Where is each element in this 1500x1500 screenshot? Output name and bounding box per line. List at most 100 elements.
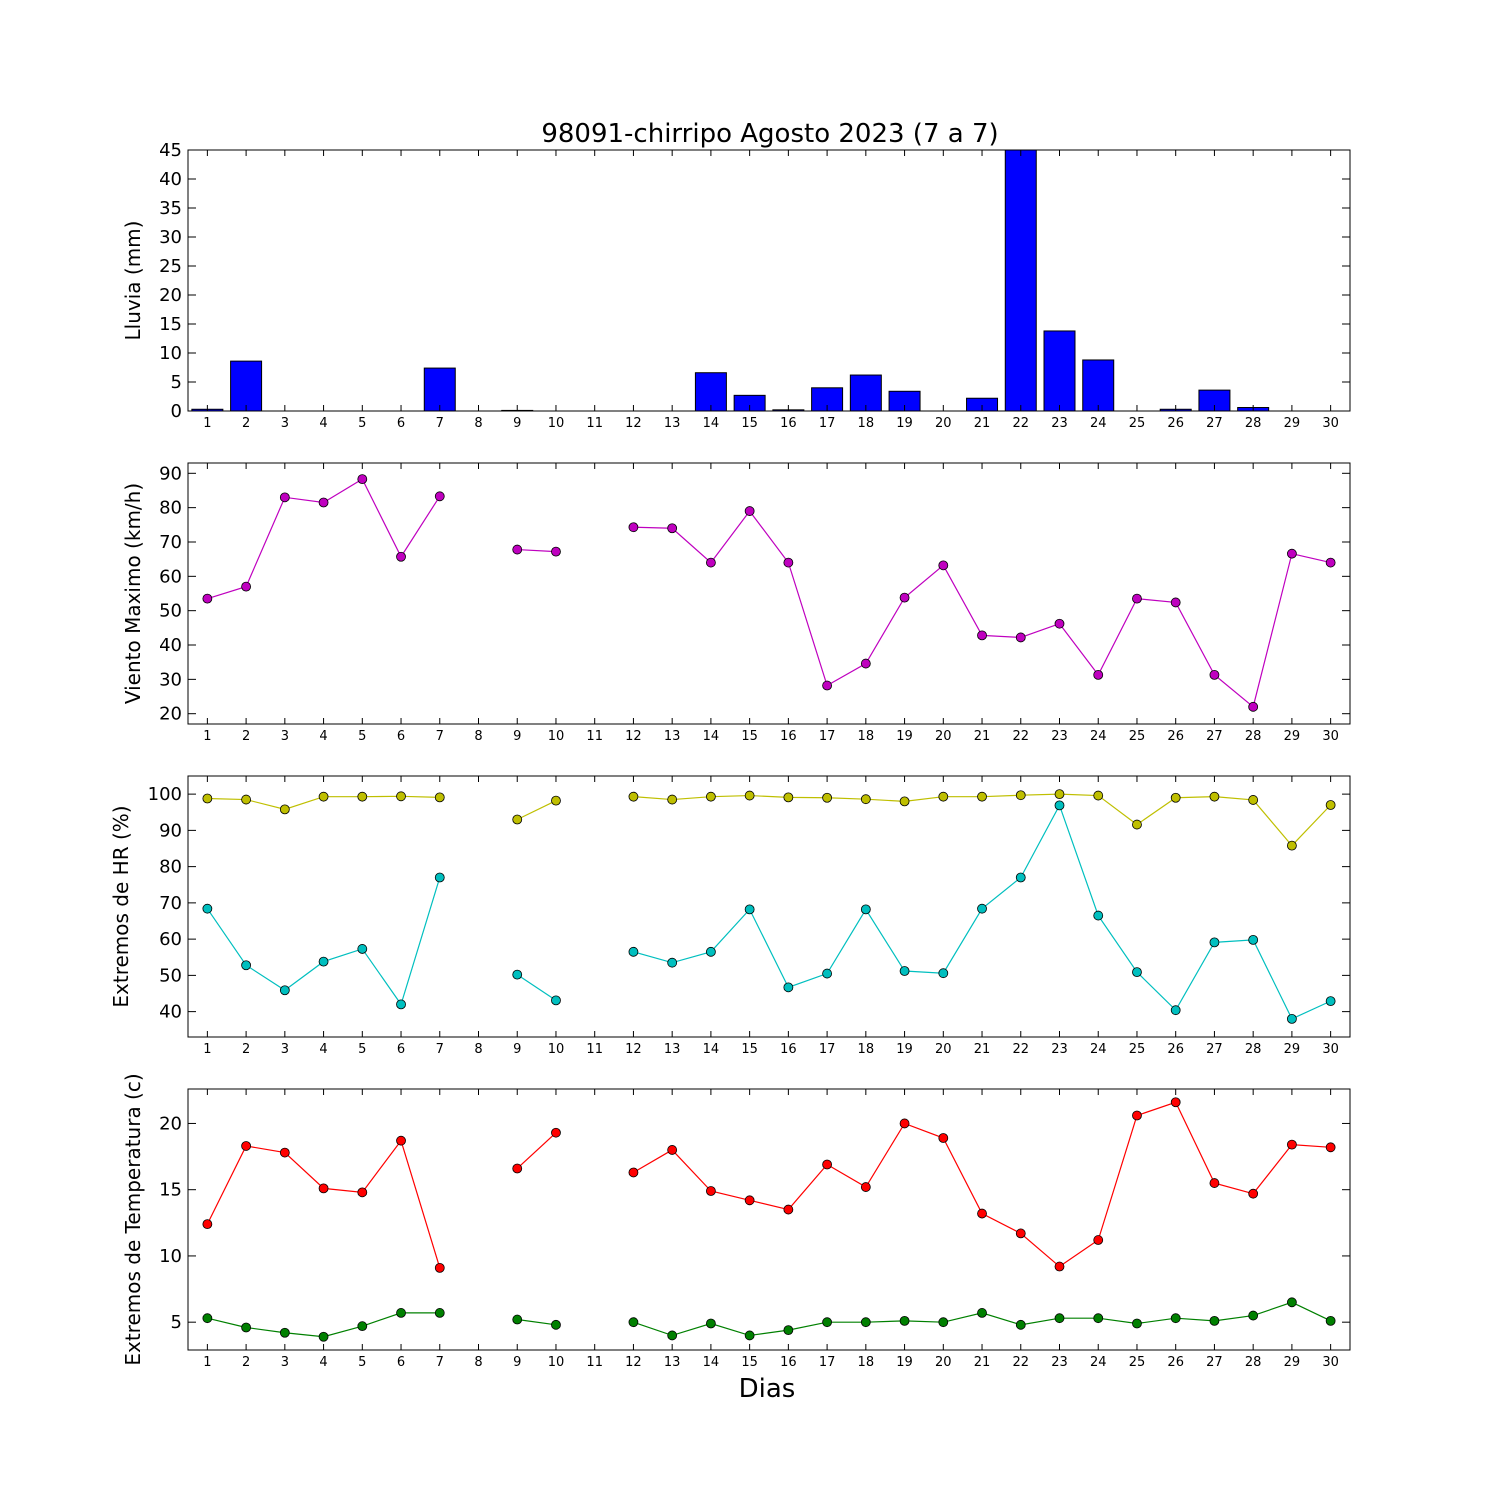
humedad-point-1-29 (1287, 1013, 1297, 1024)
humedad-point-1-19 (899, 966, 910, 976)
humedad-xtick-label-17: 17 (819, 1042, 836, 1057)
humedad-xtick-label-24: 24 (1090, 1042, 1107, 1057)
viento-point-0-23 (1054, 618, 1065, 629)
temperatura-point-0-5 (357, 1187, 368, 1198)
humedad-ytick-label-80: 80 (159, 857, 182, 878)
humedad-xtick-label-29: 29 (1284, 1042, 1301, 1057)
viento-xtick-label-22: 22 (1012, 729, 1029, 744)
temperatura-point-1-4 (318, 1331, 329, 1342)
temperatura-point-1-16 (783, 1325, 794, 1336)
temperatura-point-0-14 (706, 1186, 716, 1196)
humedad-point-1-21 (977, 903, 987, 914)
lluvia-bar-22 (1004, 149, 1037, 412)
humedad-xtick-label-10: 10 (548, 1042, 565, 1057)
temperatura-point-0-19 (899, 1118, 910, 1129)
humedad-point-0-21 (977, 791, 987, 802)
viento-point-0-30 (1325, 557, 1336, 568)
viento-xtick-label-2: 2 (242, 729, 250, 744)
viento-ytick-label-20: 20 (159, 704, 182, 725)
temperatura-line-0-1 (516, 1132, 557, 1169)
lluvia-xtick-label-4: 4 (319, 416, 327, 431)
viento-ytick-label-40: 40 (159, 635, 182, 656)
humedad-xtick-label-18: 18 (858, 1042, 875, 1057)
temperatura-panel: 1 2 3 4 5 6 7 8 9 10 11 12 13 14 15 16 17 18 19 20 21 22 23 24 2… (121, 1073, 1351, 1404)
lluvia-ytick-label-5: 5 (171, 372, 182, 393)
lluvia-bar-7 (423, 367, 456, 412)
viento-point-0-29 (1287, 548, 1297, 559)
humedad-point-0-7 (434, 792, 445, 803)
temperatura-point-1-12 (628, 1317, 639, 1328)
lluvia-xtick-label-25: 25 (1129, 416, 1146, 431)
lluvia-bar-2 (230, 360, 263, 412)
viento-xtick-label-29: 29 (1284, 729, 1301, 744)
viento-ytick-label-50: 50 (159, 601, 182, 622)
temperatura-point-1-3 (279, 1327, 290, 1338)
viento-line-0-0 (207, 478, 441, 600)
humedad-point-1-28 (1248, 934, 1259, 945)
humedad-point-0-20 (938, 791, 949, 802)
temperatura-xtick-label-27: 27 (1206, 1355, 1223, 1370)
viento-xtick-label-30: 30 (1322, 729, 1339, 744)
viento-point-0-16 (783, 557, 794, 568)
humedad-point-1-3 (279, 985, 290, 996)
viento-point-0-1 (202, 593, 213, 604)
humedad-point-0-24 (1093, 790, 1104, 801)
temperatura-line-0-0 (206, 1139, 441, 1269)
humedad-line-1-0 (206, 877, 441, 1006)
lluvia-xtick-label-2: 2 (242, 416, 250, 431)
lluvia-xtick-label-6: 6 (397, 416, 405, 431)
lluvia-xtick-label-1: 1 (203, 416, 211, 431)
humedad-ytick-label-70: 70 (159, 893, 182, 914)
temperatura-xtick-label-18: 18 (858, 1355, 875, 1370)
humedad-point-0-9 (512, 814, 523, 825)
chart-title: 98091-chirripo Agosto 2023 (7 a 7) (541, 119, 998, 149)
temperatura-ytick-label-5: 5 (171, 1312, 182, 1333)
viento-xtick-label-21: 21 (974, 729, 991, 744)
viento-xtick-label-15: 15 (741, 729, 758, 744)
temperatura-point-1-29 (1287, 1297, 1297, 1308)
viento-point-0-26 (1170, 597, 1181, 608)
lluvia-ytick-label-20: 20 (159, 285, 182, 306)
viento-point-0-3 (279, 492, 290, 503)
humedad-point-1-15 (744, 904, 755, 915)
humedad-xtick-label-8: 8 (474, 1042, 482, 1057)
lluvia-ytick-label-0: 0 (171, 401, 182, 422)
humedad-point-1-22 (1015, 872, 1026, 883)
lluvia-xtick-label-5: 5 (358, 416, 366, 431)
temperatura-frame (187, 1088, 1351, 1351)
humedad-point-0-12 (628, 791, 639, 802)
viento-xtick-label-14: 14 (703, 729, 720, 744)
temperatura-xtick-label-21: 21 (974, 1355, 991, 1370)
humedad-point-0-30 (1325, 800, 1336, 810)
viento-ytick-label-60: 60 (159, 566, 182, 587)
lluvia-ytick-label-40: 40 (159, 169, 182, 190)
humedad-point-0-22 (1015, 790, 1026, 801)
viento-point-0-27 (1209, 669, 1220, 680)
humedad-xtick-label-27: 27 (1206, 1042, 1223, 1057)
temperatura-point-1-10 (551, 1319, 561, 1330)
humedad-point-0-26 (1170, 792, 1181, 803)
temperatura-xtick-label-12: 12 (625, 1355, 642, 1370)
temperatura-xtick-label-25: 25 (1129, 1355, 1146, 1370)
humedad-xtick-label-30: 30 (1322, 1042, 1339, 1057)
humedad-xtick-label-13: 13 (664, 1042, 681, 1057)
temperatura-point-1-13 (667, 1330, 678, 1341)
humedad-xtick-label-19: 19 (896, 1042, 913, 1057)
humedad-point-1-20 (938, 968, 949, 979)
temperatura-point-1-20 (938, 1317, 949, 1328)
humedad-point-1-10 (551, 995, 561, 1006)
viento-xtick-label-26: 26 (1167, 729, 1184, 744)
temperatura-xtick-label-22: 22 (1012, 1355, 1029, 1370)
temperatura-line-1-1 (517, 1318, 557, 1326)
humedad-point-1-4 (318, 956, 329, 967)
temperatura-point-0-4 (318, 1183, 329, 1194)
lluvia-ylabel: Lluvia (mm) (121, 221, 145, 341)
viento-point-0-10 (551, 546, 561, 557)
temperatura-point-1-7 (434, 1308, 445, 1318)
viento-xtick-label-6: 6 (397, 729, 405, 744)
temperatura-point-1-22 (1015, 1319, 1026, 1330)
viento-xtick-label-1: 1 (203, 729, 211, 744)
viento-point-0-18 (860, 658, 871, 669)
humedad-xtick-label-23: 23 (1051, 1042, 1068, 1057)
viento-ytick-label-90: 90 (159, 463, 182, 484)
